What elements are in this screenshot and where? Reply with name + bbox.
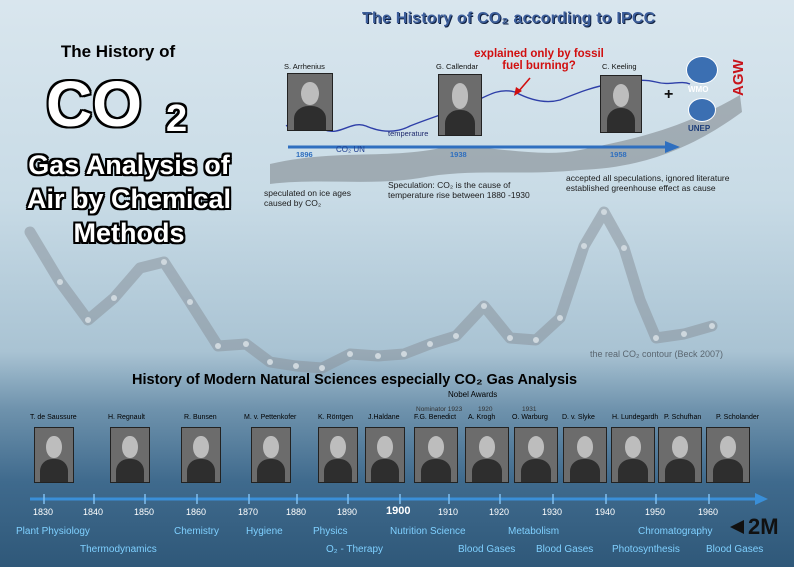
timeline-year: 1960 [698, 507, 719, 517]
scientist-name: O. Warburg [512, 414, 548, 421]
callendar-name: G. Callendar [436, 62, 479, 71]
field-label: Physics [313, 526, 348, 537]
scientist-name: H. Lundegardh [612, 414, 659, 421]
keeling-portrait [600, 75, 642, 133]
unep-label: UNEP [688, 124, 711, 133]
scholander-portrait [706, 427, 750, 483]
field-label: O₂ - Therapy [326, 544, 384, 555]
timeline-year: 1950 [645, 507, 666, 517]
timeline-year-1900: 1900 [386, 505, 411, 517]
regnault-portrait [110, 427, 150, 483]
saussure-portrait [34, 427, 74, 483]
red-arrow [517, 77, 531, 93]
timeline-year: 1860 [186, 507, 207, 517]
rontgen-portrait [318, 427, 358, 483]
beck-contour-points [57, 209, 715, 371]
co2-title: CO [46, 68, 142, 140]
nominator-label: Nominator 1923 [416, 406, 463, 413]
scale-label: 2M [748, 514, 779, 539]
lundegardh-portrait [611, 427, 655, 483]
callendar-year: 1938 [450, 150, 467, 159]
gas-analysis-line-3: Methods [73, 218, 185, 248]
arrhenius-name: S. Arrhenius [284, 62, 325, 71]
scientist-name: F.G. Benedict [414, 414, 457, 421]
field-label: Metabolism [508, 526, 560, 537]
keeling-name: C. Keeling [602, 62, 637, 71]
modern-axis-ticks [43, 494, 710, 504]
field-label: Blood Gases [706, 544, 764, 555]
scientist-name: D. v. Slyke [562, 414, 595, 421]
field-label: Chemistry [174, 526, 220, 537]
co2-subscript: 2 [166, 98, 188, 140]
field-label: Blood Gases [536, 544, 594, 555]
ipcc-co2-shadow-band [270, 95, 742, 184]
field-label: Thermodynamics [80, 544, 157, 555]
bunsen-portrait [181, 427, 221, 483]
scientist-name: H. Regnault [108, 414, 145, 421]
scientist-name: M. v. Pettenkofer [244, 414, 297, 421]
field-label: Blood Gases [458, 544, 516, 555]
keeling-note: accepted all speculations, ignored liter… [566, 173, 730, 193]
scientist-name: P. Scholander [716, 414, 760, 421]
plus-sign: + [664, 86, 674, 103]
fossil-fuel-question: explained only by fossil fuel burning? [474, 48, 604, 72]
pettenkofer-portrait [251, 427, 291, 483]
callendar-note: Speculation: CO₂ is the cause of tempera… [388, 180, 530, 200]
timeline-year: 1870 [238, 507, 259, 517]
warburg-portrait [514, 427, 558, 483]
arrhenius-note: speculated on ice ages caused by CO₂ [264, 188, 351, 208]
beck-contour-label: the real CO₂ contour (Beck 2007) [590, 349, 724, 359]
unep-logo-icon [688, 98, 716, 122]
benedict-portrait [414, 427, 458, 483]
scientist-name: R. Bunsen [184, 414, 217, 421]
wmo-label: WMO [688, 85, 709, 94]
schufhan-portrait [658, 427, 702, 483]
history-of-label: The History of [60, 42, 176, 61]
wmo-logo-icon [686, 56, 718, 84]
scale-arrow-icon [730, 520, 744, 534]
nobel-year-1920: 1920 [478, 406, 493, 413]
arrhenius-portrait [287, 73, 333, 131]
field-label: Plant Physiology [16, 526, 90, 537]
field-label: Chromatography [638, 526, 713, 537]
scientist-name: T. de Saussure [30, 414, 77, 421]
scientist-name: J.Haldane [368, 414, 400, 421]
callendar-portrait [438, 74, 482, 136]
field-label: Photosynthesis [612, 544, 680, 555]
agw-label: AGW [730, 59, 747, 96]
timeline-year: 1880 [286, 507, 307, 517]
slyke-portrait [563, 427, 607, 483]
timeline-year: 1890 [337, 507, 358, 517]
timeline-year: 1830 [33, 507, 54, 517]
timeline-year: 1930 [542, 507, 563, 517]
co2-un-label: CO₂ UN [336, 145, 365, 154]
arrhenius-year: 1896 [296, 150, 313, 159]
modern-sciences-title: History of Modern Natural Sciences espec… [132, 372, 578, 388]
temperature-label: temperature [388, 129, 429, 138]
timeline-year: 1940 [595, 507, 616, 517]
nobel-year-1931: 1931 [522, 406, 537, 413]
gas-analysis-line-2: Air by Chemical [26, 184, 232, 214]
gas-analysis-line-1: Gas Analysis of [28, 150, 230, 180]
scientist-name: A. Krogh [468, 414, 496, 421]
krogh-portrait [465, 427, 509, 483]
timeline-year: 1910 [438, 507, 459, 517]
scientist-name: K. Röntgen [318, 414, 354, 421]
timeline-year: 1850 [134, 507, 155, 517]
ipcc-title: The History of CO₂ according to IPCC [362, 10, 656, 27]
nobel-awards-label: Nobel Awards [448, 390, 498, 399]
timeline-year: 1840 [83, 507, 104, 517]
beck-co2-contour [24, 206, 718, 374]
scientist-name: P. Schufhan [664, 414, 702, 421]
field-label: Hygiene [246, 526, 283, 537]
field-label: Nutrition Science [390, 526, 466, 537]
keeling-year: 1958 [610, 150, 627, 159]
timeline-year: 1920 [489, 507, 510, 517]
haldane-portrait [365, 427, 405, 483]
